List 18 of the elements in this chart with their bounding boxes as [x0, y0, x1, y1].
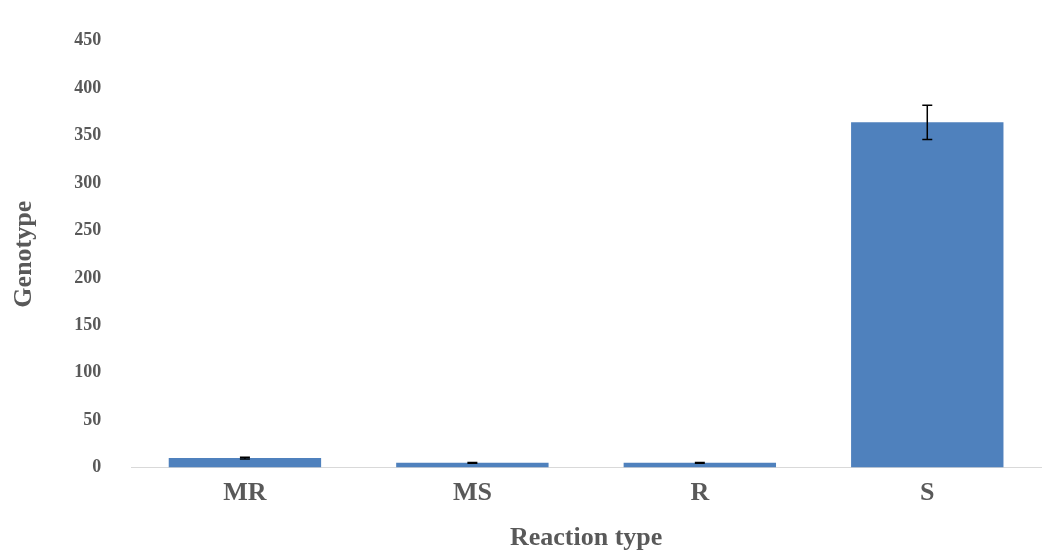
y-tick-label: 250	[74, 219, 102, 240]
bar	[851, 122, 1004, 468]
x-tick-label: MR	[223, 476, 267, 506]
y-tick-label: 300	[74, 171, 102, 192]
y-tick-label: 350	[74, 124, 102, 145]
bar	[168, 458, 322, 468]
x-axis-title: Reaction type	[509, 522, 663, 552]
y-tick-label: 400	[74, 76, 102, 97]
y-tick-label: 100	[74, 361, 102, 382]
y-axis-title: Genotype	[8, 200, 38, 308]
y-tick-label: 200	[74, 266, 102, 287]
x-tick-label: R	[690, 476, 710, 506]
y-tick-label: 450	[74, 29, 102, 50]
x-tick-label: MS	[452, 476, 492, 506]
x-tick-label: S	[920, 476, 935, 506]
y-tick-label: 150	[74, 313, 102, 334]
y-tick-label: 50	[83, 408, 102, 429]
y-tick-label: 0	[92, 456, 102, 477]
